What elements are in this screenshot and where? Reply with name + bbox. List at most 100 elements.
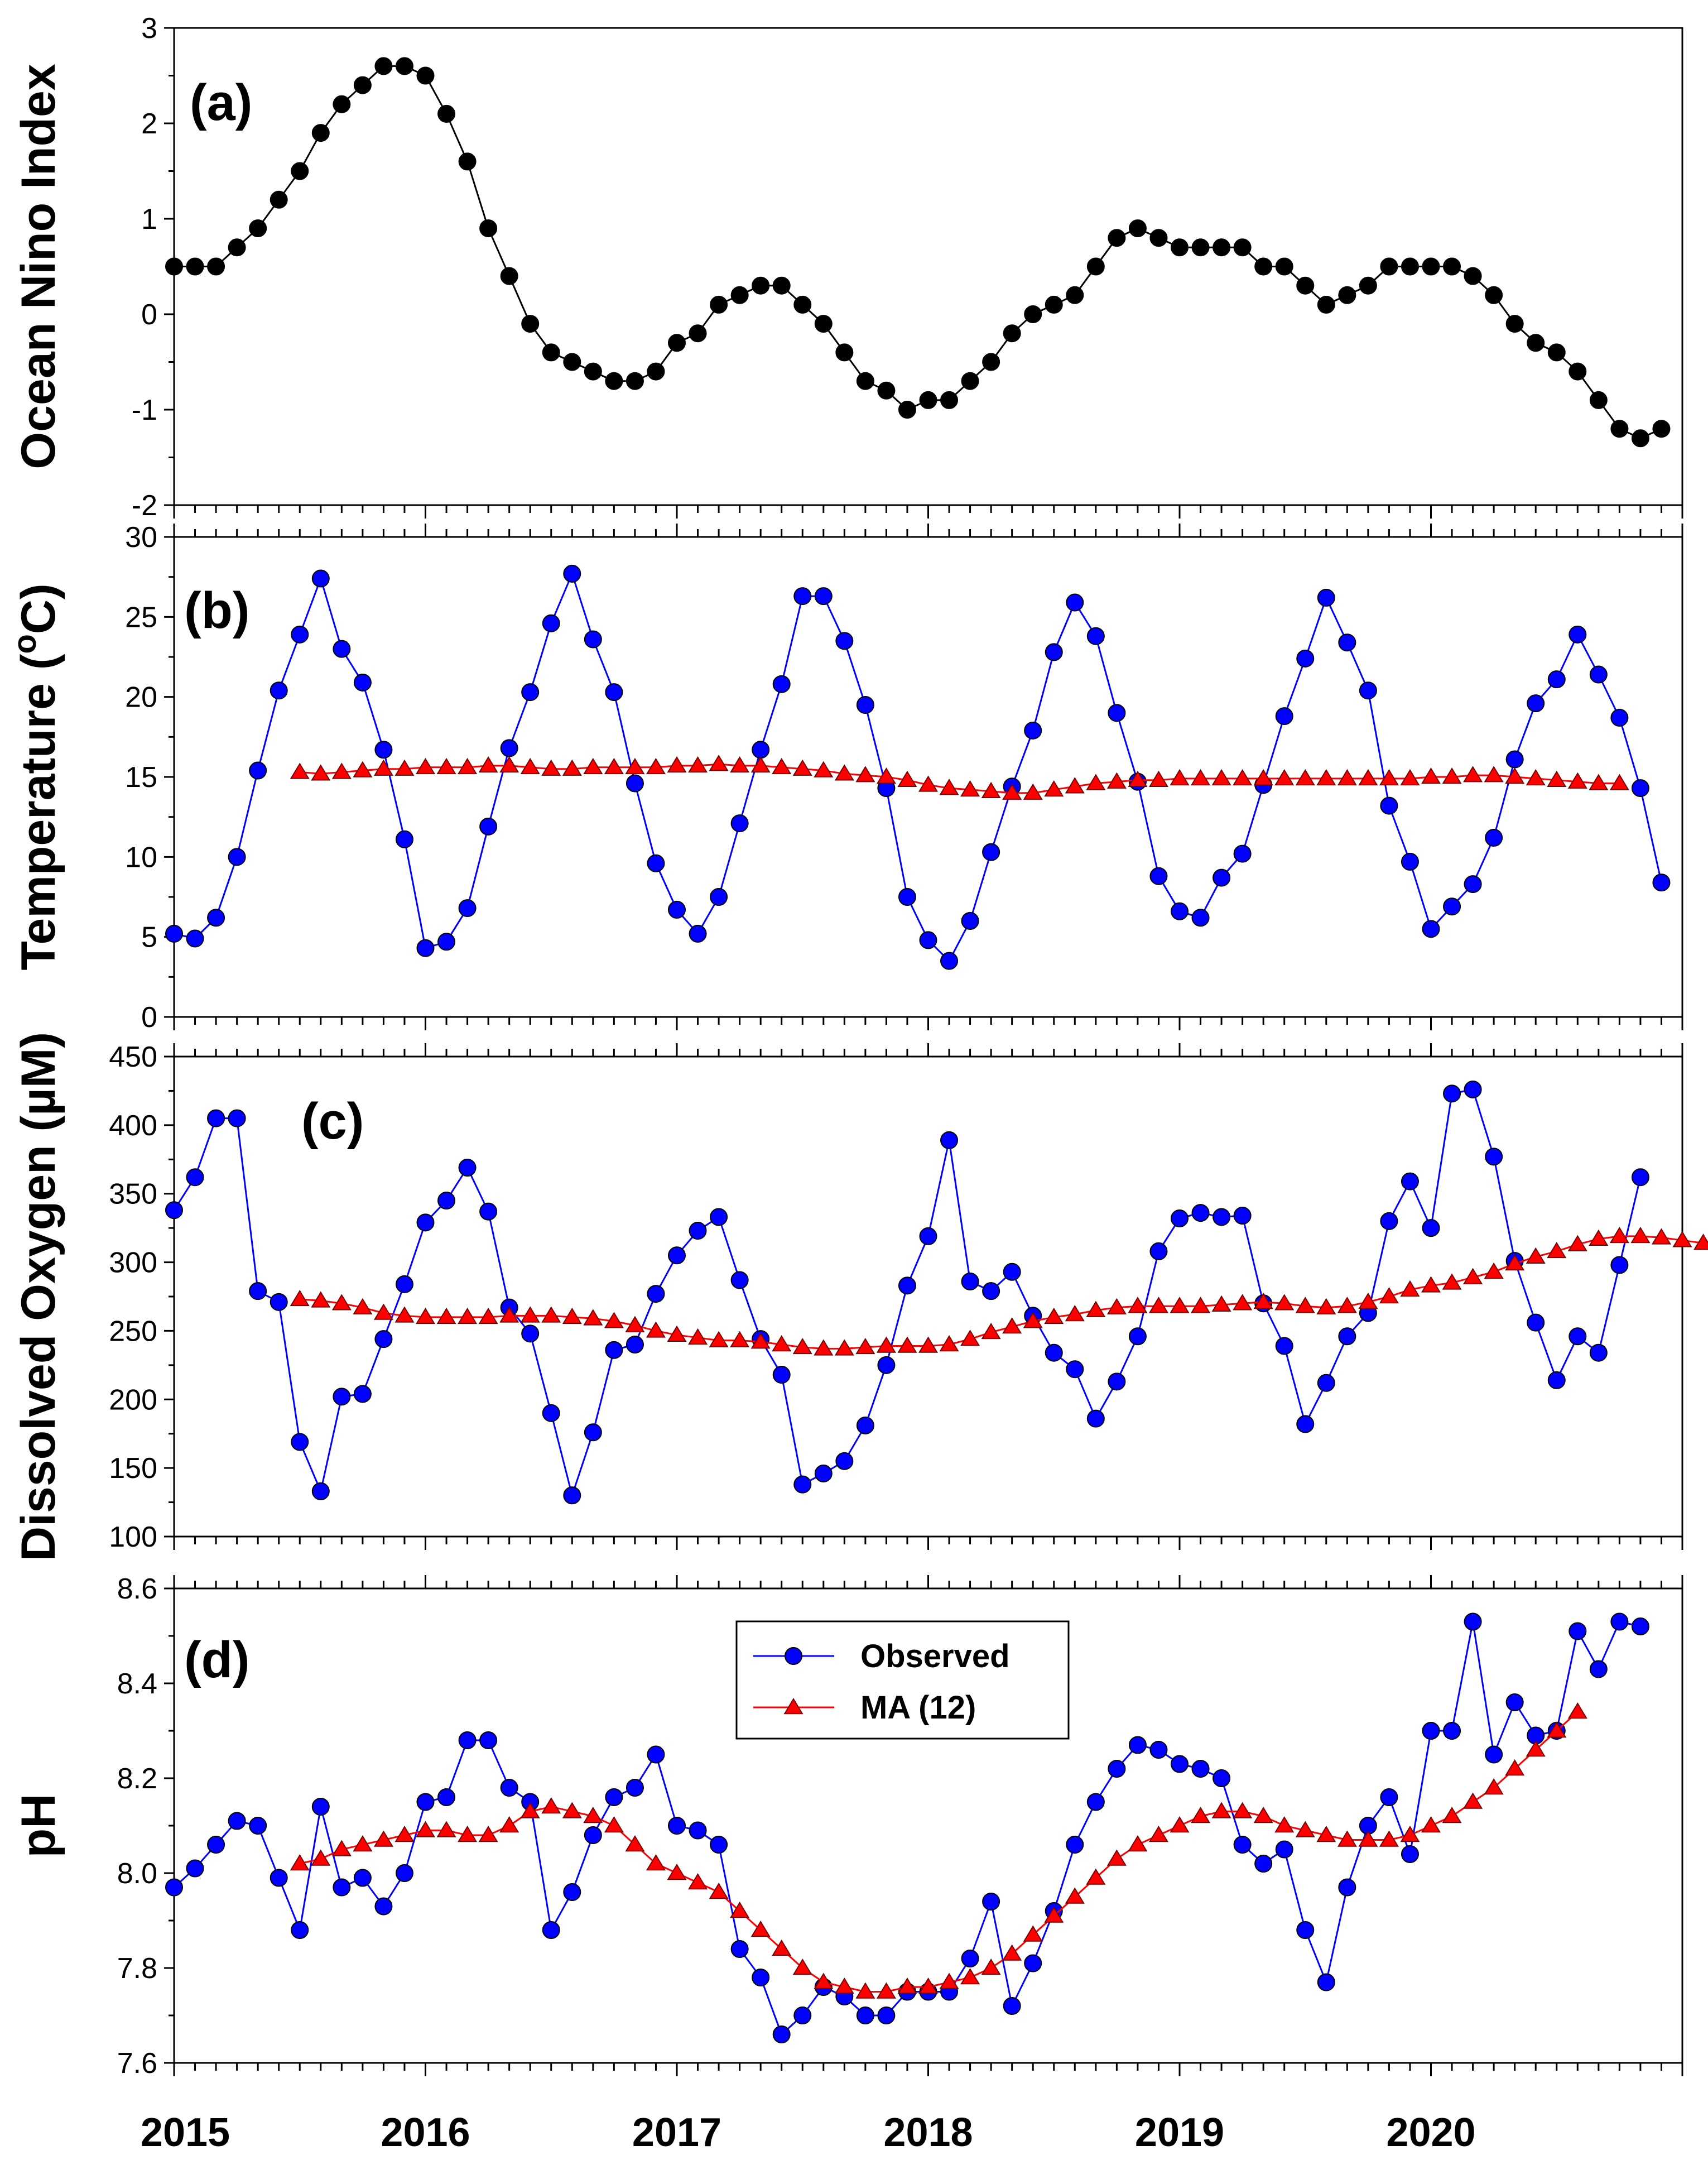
data-point — [228, 1109, 246, 1127]
data-point — [1254, 257, 1273, 276]
data-point — [1464, 1612, 1482, 1631]
data-point — [1275, 1337, 1293, 1355]
data-point — [855, 1982, 875, 1999]
year-label-2020: 2020 — [1386, 2110, 1475, 2155]
data-point — [415, 1307, 436, 1324]
y-tick-label: 7.8 — [117, 1952, 157, 1985]
data-point — [1045, 295, 1063, 314]
data-point — [1401, 257, 1419, 276]
data-point — [1171, 1209, 1189, 1227]
data-point — [835, 1452, 854, 1470]
data-point — [689, 1222, 707, 1240]
data-point — [856, 1416, 874, 1434]
data-point — [1233, 238, 1252, 257]
data-point — [961, 1272, 979, 1290]
data-point — [1191, 769, 1211, 786]
data-point — [333, 1878, 351, 1897]
data-point — [688, 1328, 708, 1345]
data-point — [1547, 343, 1566, 362]
year-label-2019: 2019 — [1135, 2110, 1224, 2155]
data-point — [960, 1329, 980, 1346]
data-point — [1149, 867, 1168, 885]
data-point — [1316, 1298, 1336, 1314]
data-point — [562, 1802, 582, 1818]
y-tick-label: 2 — [141, 108, 157, 140]
data-point — [604, 1816, 624, 1833]
data-point — [1086, 1300, 1106, 1317]
data-point — [458, 1307, 478, 1324]
data-point — [709, 1331, 729, 1347]
data-point — [1148, 1297, 1168, 1313]
data-point — [647, 1285, 665, 1303]
data-point — [437, 104, 456, 123]
y-tick-label: 400 — [109, 1110, 157, 1142]
data-point — [1380, 1212, 1398, 1230]
data-point — [541, 1797, 561, 1814]
data-point — [458, 757, 478, 775]
data-point — [1065, 1887, 1085, 1904]
data-point — [1358, 1830, 1378, 1847]
data-point — [186, 1859, 204, 1878]
data-point — [1589, 1343, 1608, 1362]
data-point — [814, 315, 833, 333]
data-point — [1316, 769, 1336, 786]
data-point — [730, 1940, 749, 1958]
data-point — [919, 1227, 937, 1245]
data-point — [626, 774, 644, 793]
data-point — [458, 899, 477, 918]
panel-4: 8.6 8.4 8.2 8.0 7.8 7.6 pH (d) Observed MA (12) — [12, 1573, 1683, 2080]
data-point — [835, 632, 854, 650]
data-point — [436, 1307, 456, 1324]
data-point — [1211, 1295, 1231, 1312]
data-point — [918, 1977, 939, 1994]
data-point — [752, 741, 770, 759]
data-point — [1023, 783, 1043, 800]
data-point — [562, 759, 582, 776]
data-point — [1003, 324, 1021, 343]
data-point — [311, 569, 330, 588]
data-point — [1400, 1826, 1420, 1842]
data-point — [1274, 769, 1295, 786]
series-line — [174, 65, 1662, 439]
data-point — [646, 757, 666, 775]
data-point — [897, 770, 917, 787]
panel-3: 450 400 350 300 250 200 150 100 Dissolved Oxygen… — [12, 1032, 1708, 1561]
data-point — [584, 1423, 602, 1442]
data-point — [1086, 257, 1105, 276]
data-point — [542, 1921, 560, 1939]
data-point — [228, 238, 246, 257]
legend-label: Observed — [860, 1638, 1010, 1674]
data-point — [1191, 909, 1210, 927]
data-point — [311, 1849, 331, 1866]
data-point — [583, 757, 603, 775]
data-point — [228, 1812, 246, 1830]
data-point — [605, 372, 623, 390]
data-point — [939, 1335, 959, 1352]
data-point — [1443, 257, 1461, 276]
data-point — [1484, 1262, 1504, 1279]
data-point — [437, 933, 456, 951]
data-point — [1211, 769, 1231, 786]
data-point — [1421, 1816, 1441, 1833]
data-point — [814, 761, 834, 777]
data-point — [981, 1322, 1001, 1340]
data-point — [772, 757, 792, 775]
data-point — [1463, 1268, 1483, 1284]
data-point — [1589, 1660, 1608, 1678]
data-point — [291, 1433, 309, 1451]
data-point — [1527, 694, 1545, 713]
data-point — [416, 66, 435, 85]
data-point — [918, 775, 939, 792]
data-point — [1505, 315, 1524, 333]
y-axis-title: Ocean Nino Index — [12, 64, 65, 469]
data-point — [374, 57, 393, 75]
data-point — [1443, 897, 1461, 916]
y-tick-label: 5 — [141, 921, 157, 954]
data-point — [1526, 769, 1546, 786]
data-point — [353, 673, 372, 692]
data-point — [353, 1869, 372, 1887]
data-point — [1589, 665, 1608, 684]
data-point — [1002, 1944, 1022, 1961]
